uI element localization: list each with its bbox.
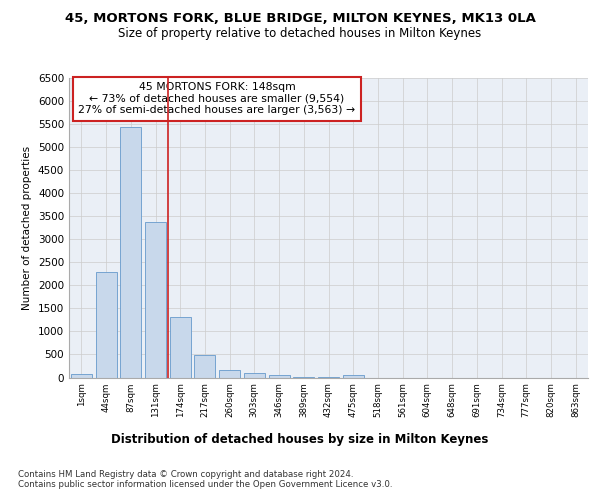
Bar — [244, 374, 265, 378]
Bar — [293, 376, 314, 378]
Text: Distribution of detached houses by size in Milton Keynes: Distribution of detached houses by size … — [112, 432, 488, 446]
Bar — [145, 222, 166, 378]
Bar — [194, 356, 215, 378]
Bar — [71, 374, 92, 378]
Text: Contains public sector information licensed under the Open Government Licence v3: Contains public sector information licen… — [18, 480, 392, 489]
Bar — [269, 374, 290, 378]
Text: 45 MORTONS FORK: 148sqm
← 73% of detached houses are smaller (9,554)
27% of semi: 45 MORTONS FORK: 148sqm ← 73% of detache… — [79, 82, 355, 115]
Bar — [219, 370, 240, 378]
Text: Contains HM Land Registry data © Crown copyright and database right 2024.: Contains HM Land Registry data © Crown c… — [18, 470, 353, 479]
Text: 45, MORTONS FORK, BLUE BRIDGE, MILTON KEYNES, MK13 0LA: 45, MORTONS FORK, BLUE BRIDGE, MILTON KE… — [65, 12, 535, 26]
Bar — [95, 272, 116, 378]
Text: Size of property relative to detached houses in Milton Keynes: Size of property relative to detached ho… — [118, 28, 482, 40]
Bar — [120, 128, 141, 378]
Bar — [170, 317, 191, 378]
Y-axis label: Number of detached properties: Number of detached properties — [22, 146, 32, 310]
Bar — [343, 375, 364, 378]
